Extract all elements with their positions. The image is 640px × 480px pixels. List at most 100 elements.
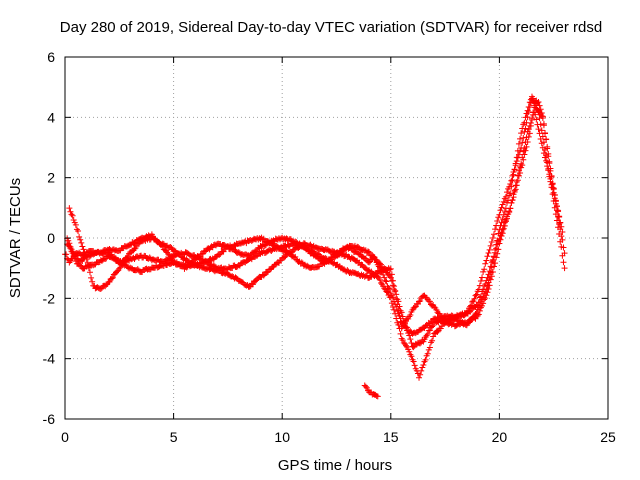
data-point bbox=[399, 313, 406, 320]
data-point bbox=[511, 187, 518, 194]
data-point bbox=[389, 277, 396, 284]
data-point bbox=[97, 286, 104, 293]
data-point bbox=[510, 171, 517, 178]
data-point bbox=[525, 103, 532, 110]
data-point bbox=[521, 119, 528, 126]
data-point bbox=[383, 278, 390, 285]
data-point bbox=[397, 318, 404, 325]
data-point bbox=[386, 266, 393, 273]
data-point bbox=[484, 289, 491, 296]
data-point bbox=[381, 274, 388, 281]
x-tick-label: 10 bbox=[274, 429, 290, 445]
data-point bbox=[538, 127, 545, 134]
data-point bbox=[395, 321, 402, 328]
data-point bbox=[418, 367, 425, 374]
data-point bbox=[111, 254, 118, 261]
data-point bbox=[398, 309, 405, 316]
data-point bbox=[499, 201, 506, 208]
data-point bbox=[559, 236, 566, 243]
data-point bbox=[75, 228, 82, 235]
data-point bbox=[540, 122, 547, 129]
data-point bbox=[417, 371, 424, 378]
data-point bbox=[547, 175, 554, 182]
data-point bbox=[387, 294, 394, 301]
data-point bbox=[88, 274, 95, 281]
data-point bbox=[494, 237, 501, 244]
data-point bbox=[505, 197, 512, 204]
series-track-5 bbox=[361, 382, 381, 400]
data-point bbox=[165, 250, 172, 257]
data-point bbox=[473, 291, 480, 298]
data-point bbox=[63, 251, 70, 258]
data-point bbox=[522, 139, 529, 146]
data-point bbox=[492, 246, 499, 253]
data-point bbox=[483, 257, 490, 264]
x-tick-label: 20 bbox=[492, 429, 508, 445]
data-point bbox=[561, 265, 568, 272]
data-point bbox=[472, 292, 479, 299]
data-point bbox=[494, 250, 501, 257]
data-point bbox=[537, 135, 544, 142]
data-point bbox=[108, 275, 115, 282]
data-point bbox=[494, 217, 501, 224]
data-point bbox=[489, 268, 496, 275]
data-point bbox=[384, 289, 391, 296]
data-point bbox=[362, 383, 369, 390]
data-point bbox=[492, 260, 499, 267]
data-point bbox=[518, 160, 525, 167]
data-point bbox=[420, 361, 427, 368]
data-point bbox=[397, 330, 404, 337]
data-point bbox=[469, 298, 476, 305]
data-point bbox=[518, 130, 525, 137]
data-point bbox=[510, 191, 517, 198]
data-point bbox=[504, 215, 511, 222]
x-axis-label: GPS time / hours bbox=[278, 457, 392, 474]
data-point bbox=[508, 200, 515, 207]
data-point bbox=[81, 249, 88, 256]
data-point bbox=[378, 279, 385, 286]
data-point bbox=[383, 288, 390, 295]
data-point bbox=[548, 181, 555, 188]
data-point bbox=[509, 196, 516, 203]
data-point bbox=[492, 226, 499, 233]
data-point bbox=[479, 302, 486, 309]
data-point bbox=[474, 312, 481, 319]
data-point bbox=[486, 282, 493, 289]
y-tick-label: -4 bbox=[43, 351, 56, 367]
data-point bbox=[481, 296, 488, 303]
y-tick-label: 6 bbox=[47, 49, 55, 65]
data-point bbox=[496, 240, 503, 247]
data-point bbox=[497, 207, 504, 214]
data-point bbox=[477, 278, 484, 285]
data-point bbox=[366, 249, 373, 256]
data-point bbox=[560, 259, 567, 266]
data-point bbox=[416, 374, 423, 381]
data-point bbox=[531, 99, 538, 106]
data-point bbox=[395, 307, 402, 314]
data-point bbox=[481, 266, 488, 273]
data-point bbox=[490, 231, 497, 238]
data-point bbox=[109, 274, 116, 281]
data-point bbox=[508, 183, 515, 190]
data-point bbox=[536, 115, 543, 122]
data-point bbox=[525, 126, 532, 133]
data-point bbox=[502, 218, 509, 225]
data-point bbox=[515, 167, 522, 174]
y-tick-label: 0 bbox=[47, 230, 55, 246]
data-point bbox=[507, 181, 514, 188]
data-point bbox=[506, 209, 513, 216]
data-point bbox=[493, 241, 500, 248]
data-point bbox=[489, 235, 496, 242]
data-point bbox=[426, 327, 433, 334]
data-point bbox=[436, 310, 443, 317]
data-point bbox=[400, 322, 407, 329]
data-point bbox=[374, 393, 381, 400]
data-point bbox=[298, 259, 305, 266]
data-point bbox=[535, 126, 542, 133]
data-point bbox=[482, 295, 489, 302]
data-point bbox=[553, 207, 560, 214]
data-point bbox=[512, 182, 519, 189]
data-point bbox=[426, 344, 433, 351]
data-point bbox=[479, 274, 486, 281]
